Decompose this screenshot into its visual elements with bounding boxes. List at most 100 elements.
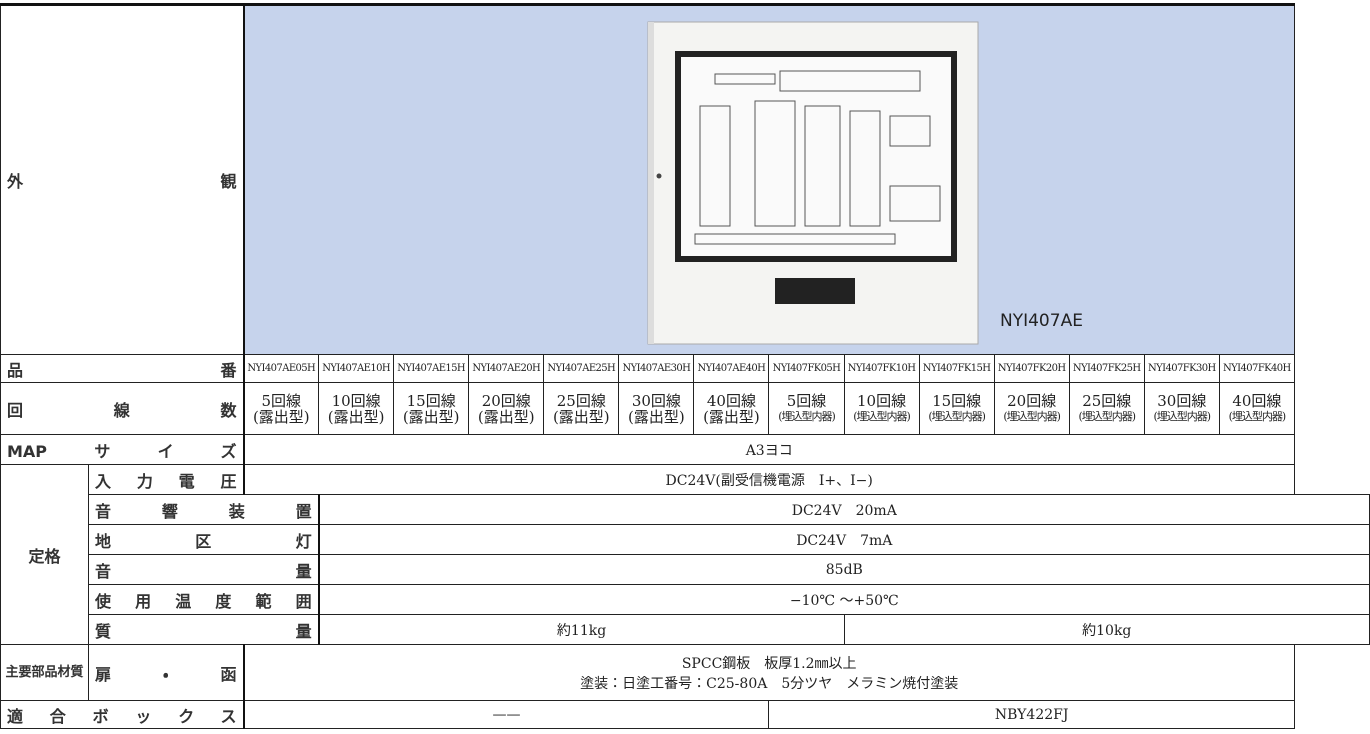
circuit-type: (露出型) <box>703 407 760 426</box>
row-label: 使用温度範囲 <box>87 584 320 615</box>
table-body: 外観 NYI407AE 品番 NYI407AE05H NYI407AE10H NYI4… <box>0 3 1370 729</box>
map-drawing <box>694 70 941 245</box>
circuit-count: 20回線 <box>1007 391 1057 410</box>
value-cell: DC24V 20mA <box>318 494 1370 525</box>
circuit-count: 5回線 <box>786 391 827 410</box>
row-label: 質量 <box>87 614 320 645</box>
circuit-count: 25回線 <box>1082 391 1132 410</box>
circuit-count: 30回線 <box>1157 391 1207 410</box>
product-image: NYI407AE <box>243 3 1295 355</box>
circuit-cell: 15回線 (露出型) <box>393 382 470 435</box>
model-cell: NYI407AE10H <box>318 354 395 383</box>
circuit-cell: 10回線 (埋込型内器) <box>843 382 920 435</box>
value-cell: 約11kg <box>318 614 845 645</box>
circuit-cell: 20回線 (露出型) <box>468 382 545 435</box>
area_light-row: 地区灯 DC24V 7mA <box>1 524 1370 555</box>
circuit-cell: 25回線 (埋込型内器) <box>1068 382 1145 435</box>
circuit-type: (埋込型内器) <box>853 409 911 423</box>
map_size-row: MAPサイズ A3ヨコ <box>0 434 1370 465</box>
circuit-count: 40回線 <box>1232 391 1282 410</box>
model-cell: NYI407FK25H <box>1068 354 1145 383</box>
circuit-type: (露出型) <box>552 407 610 426</box>
circuit-count: 40回線 <box>706 391 756 410</box>
value-cell: NBY422FJ <box>768 700 1295 729</box>
circuit-cell: 20回線 (埋込型内器) <box>993 382 1070 435</box>
model-cell: NYI407FK30H <box>1143 354 1220 383</box>
value-cell: 約10kg <box>843 614 1370 645</box>
circuit-count: 15回線 <box>932 391 982 410</box>
map-frame <box>674 51 957 262</box>
circuit-type: (埋込型内器) <box>1228 409 1287 423</box>
circuit-type: (埋込型内器) <box>928 409 986 423</box>
model-cell: NYI407FK20H <box>993 354 1070 383</box>
value-cell: 85dB <box>318 554 1370 585</box>
model-cell: NYI407AE15H <box>393 354 470 383</box>
input_voltage-row: 定格 入力電圧 DC24V(副受信機電源 I+、I−) <box>0 464 1370 645</box>
panel-illustration: NYI407AE <box>647 21 1083 345</box>
circuit-count: 10回線 <box>857 391 907 410</box>
row-label: 適合ボックス <box>0 700 245 729</box>
circuit-cell: 5回線 (露出型) <box>243 382 320 435</box>
circuit-type: (埋込型内器) <box>1078 409 1136 423</box>
circuit-type: (露出型) <box>477 407 535 426</box>
circuit-count: 20回線 <box>481 391 531 410</box>
model-cell: NYI407AE40H <box>693 354 770 383</box>
circuit-cell: 40回線 (露出型) <box>693 382 770 435</box>
value-cell: DC24V(副受信機電源 I+、I−) <box>243 464 1295 495</box>
circuit-count: 5回線 <box>261 391 302 410</box>
row-label: 地区灯 <box>87 524 320 555</box>
value-line: 塗装：日塗工番号：C25-80A 5分ツヤ メラミン焼付塗装 <box>580 675 959 692</box>
value-cell: A3ヨコ <box>243 434 1295 465</box>
group-label: 定格 <box>0 464 89 645</box>
spec-table: 外観 NYI407AE 品番 NYI407AE05H NYI407AE10H NYI4… <box>0 3 1370 729</box>
panel-knob <box>656 173 662 179</box>
appearance-row: 外観 NYI407AE <box>0 3 1370 355</box>
circuit-count: 10回線 <box>331 391 381 410</box>
row-label: 入力電圧 <box>87 464 245 495</box>
value-cell: —— <box>243 700 770 729</box>
model-cell: NYI407FK05H <box>768 354 845 383</box>
model-cell: NYI407FK40H <box>1218 354 1295 383</box>
value-line: SPCC鋼板 板厚1.2㎜以上 <box>681 655 857 672</box>
row-label: 音量 <box>87 554 320 585</box>
row-label: 品番 <box>0 354 245 383</box>
row-label: MAPサイズ <box>0 434 245 465</box>
group-label: 主要部品材質 <box>0 644 89 701</box>
circuit-cell: 25回線 (露出型) <box>543 382 620 435</box>
row-label: 外観 <box>0 3 245 355</box>
circuit-cell: 30回線 (埋込型内器) <box>1143 382 1220 435</box>
circuit-type: (露出型) <box>402 407 460 426</box>
model-cell: NYI407AE05H <box>243 354 320 383</box>
model-cell: NYI407FK15H <box>918 354 995 383</box>
circuit-cell: 30回線 (露出型) <box>618 382 695 435</box>
circuit-type: (埋込型内器) <box>1153 409 1212 423</box>
image-caption: NYI407AE <box>1000 311 1083 331</box>
circuit-type: (埋込型内器) <box>1003 409 1061 423</box>
model-cell: NYI407FK10H <box>843 354 920 383</box>
temperature-row: 使用温度範囲 −10℃ ～+50℃ <box>1 584 1370 615</box>
sound_device-row: 音響装置 DC24V 20mA <box>1 494 1370 525</box>
row-label: 扉・函 <box>87 644 245 701</box>
model-row: 品番 NYI407AE05H NYI407AE10H NYI407AE15H NYI40… <box>0 354 1370 383</box>
box-row: 適合ボックス —— NBY422FJ <box>0 700 1370 729</box>
door_box-row: 主要部品材質 扉・函 SPCC鋼板 板厚1.2㎜以上塗装：日塗工番号：C25-80A… <box>0 644 1370 701</box>
model-cell: NYI407AE25H <box>543 354 620 383</box>
model-cell: NYI407AE30H <box>618 354 695 383</box>
circuit-type: (埋込型内器) <box>778 409 836 423</box>
value-cell: DC24V 7mA <box>318 524 1370 555</box>
circuit-cell: 15回線 (埋込型内器) <box>918 382 995 435</box>
circuit-type: (露出型) <box>327 407 385 426</box>
panel-edge <box>647 22 654 344</box>
circuit-cell: 10回線 (露出型) <box>318 382 395 435</box>
circuits-row: 回線数 5回線 (露出型) 10回線 (露出型) 15回線 (露出型) 20回線 (露出型) 25… <box>0 382 1370 435</box>
circuit-count: 15回線 <box>406 391 456 410</box>
circuit-count: 25回線 <box>556 391 606 410</box>
control-panel <box>774 278 855 304</box>
circuit-type: (露出型) <box>252 407 310 426</box>
volume-row: 音量 85dB <box>1 554 1370 585</box>
mass-row: 質量 約11kg 約10kg <box>1 614 1370 645</box>
value-cell: −10℃ ～+50℃ <box>318 584 1370 615</box>
circuit-cell: 40回線 (埋込型内器) <box>1218 382 1295 435</box>
page: 外観 NYI407AE 品番 NYI407AE05H NYI407AE10H NYI4… <box>0 3 1370 734</box>
circuit-type: (露出型) <box>628 407 685 426</box>
